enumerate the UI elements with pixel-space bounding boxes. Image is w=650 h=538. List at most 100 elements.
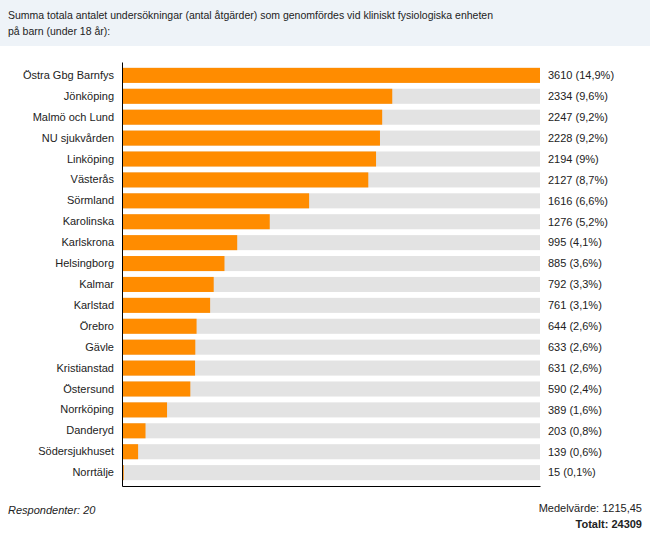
bar xyxy=(122,68,540,83)
bar xyxy=(122,298,210,313)
data-label: 761 (3,1%) xyxy=(548,299,602,311)
bar xyxy=(122,89,392,104)
data-label: 631 (2,6%) xyxy=(548,362,602,374)
y-tick: Östersund xyxy=(63,383,114,395)
y-tick: Östra Gbg Barnfys xyxy=(23,69,115,81)
data-label: 633 (2,6%) xyxy=(548,341,602,353)
x-axis xyxy=(123,486,541,487)
y-tick: Karlskrona xyxy=(61,236,114,248)
annotation: Totalt: 24309 xyxy=(576,518,642,530)
range-track xyxy=(122,151,540,166)
y-tick-label: Danderyd xyxy=(66,424,114,436)
bar xyxy=(122,110,382,125)
data-label: 590 (2,4%) xyxy=(548,383,602,395)
annotation: Respondenter: 20 xyxy=(8,504,96,516)
y-tick: Norrtälje xyxy=(72,466,114,478)
bar xyxy=(122,277,214,292)
bar xyxy=(122,423,146,438)
data-label: 2194 (9%) xyxy=(548,153,599,165)
y-tick-label: Kristianstad xyxy=(57,362,114,374)
y-tick: Karolinska xyxy=(63,215,115,227)
bar xyxy=(122,402,167,417)
range-track xyxy=(122,423,540,438)
y-tick: Kalmar xyxy=(79,278,114,290)
y-tick: Gävle xyxy=(85,341,114,353)
bar xyxy=(122,235,237,250)
range-track xyxy=(122,172,540,187)
bar xyxy=(122,131,380,146)
bar xyxy=(122,193,309,208)
y-tick: Linköping xyxy=(67,153,114,165)
subtitle: på barn (under 18 år): xyxy=(8,25,110,37)
bar xyxy=(122,172,368,187)
range-track xyxy=(122,131,540,146)
y-tick-label: Östra Gbg Barnfys xyxy=(23,69,115,81)
data-label: 15 (0,1%) xyxy=(548,466,596,478)
y-tick: Örebro xyxy=(80,320,114,332)
bar xyxy=(122,151,376,166)
range-track xyxy=(122,235,540,250)
data-labels: 3610 (14,9%)2334 (9,6%)2247 (9,2%)2228 (… xyxy=(548,69,614,478)
range-track xyxy=(122,465,540,480)
bar xyxy=(122,319,197,334)
range-track xyxy=(122,68,540,83)
range-track xyxy=(122,89,540,104)
range-track xyxy=(122,444,540,459)
y-axis-line xyxy=(122,63,123,487)
y-tick-label: NU sjukvården xyxy=(42,132,114,144)
y-tick-label: Karlskrona xyxy=(61,236,114,248)
y-tick-label: Jönköping xyxy=(64,90,114,102)
y-tick-label: Malmö och Lund xyxy=(33,111,114,123)
y-tick: Kristianstad xyxy=(57,362,114,374)
x-axis-line xyxy=(123,486,541,487)
chart-container: Summa totala antalet undersökningar (ant… xyxy=(0,0,650,538)
y-tick-label: Kalmar xyxy=(79,278,114,290)
y-tick-label: Linköping xyxy=(67,153,114,165)
range-track xyxy=(122,361,540,376)
bar xyxy=(122,214,270,229)
range-track xyxy=(122,214,540,229)
background xyxy=(0,0,650,538)
y-tick-label: Östersund xyxy=(63,383,114,395)
y-tick-label: Norrtälje xyxy=(72,466,114,478)
y-tick-label: Gävle xyxy=(85,341,114,353)
y-tick-label: Örebro xyxy=(80,320,114,332)
y-tick: Danderyd xyxy=(66,424,114,436)
y-tick-label: Karolinska xyxy=(63,215,115,227)
data-label: 2334 (9,6%) xyxy=(548,90,608,102)
y-tick: NU sjukvården xyxy=(42,132,114,144)
y-tick-label: Helsingborg xyxy=(55,257,114,269)
data-label: 1616 (6,6%) xyxy=(548,195,608,207)
y-axis: Östra Gbg Barnfys Jönköping Malmö och Lund… xyxy=(23,63,123,487)
range-track xyxy=(122,402,540,417)
range-track xyxy=(122,298,540,313)
y-tick-label: Sörmland xyxy=(67,194,114,206)
y-tick-label: Södersjukhuset xyxy=(38,445,114,457)
marks xyxy=(122,68,540,480)
range-track xyxy=(122,277,540,292)
range-track xyxy=(122,193,540,208)
bar xyxy=(122,256,224,271)
bar xyxy=(122,340,195,355)
data-label: 139 (0,6%) xyxy=(548,446,602,458)
data-label: 2247 (9,2%) xyxy=(548,111,608,123)
plot: Östra Gbg Barnfys Jönköping Malmö och Lund… xyxy=(23,63,614,487)
y-tick: Malmö och Lund xyxy=(33,111,114,123)
range-track xyxy=(122,381,540,396)
range-track xyxy=(122,319,540,334)
y-tick: Karlstad xyxy=(74,299,114,311)
data-label: 3610 (14,9%) xyxy=(548,69,614,81)
data-label: 203 (0,8%) xyxy=(548,425,602,437)
chart-svg: Summa totala antalet undersökningar (ant… xyxy=(0,0,650,538)
range-track xyxy=(122,340,540,355)
data-label: 995 (4,1%) xyxy=(548,236,602,248)
footer: Respondenter: 20 Medelvärde: 1215,45 Total… xyxy=(8,502,642,530)
data-label: 885 (3,6%) xyxy=(548,257,602,269)
y-tick: Sörmland xyxy=(67,194,114,206)
bar xyxy=(122,444,138,459)
data-label: 644 (2,6%) xyxy=(548,320,602,332)
y-tick: Norrköping xyxy=(60,403,114,415)
data-label: 792 (3,3%) xyxy=(548,278,602,290)
bar xyxy=(122,381,190,396)
annotation: Medelvärde: 1215,45 xyxy=(539,502,642,514)
